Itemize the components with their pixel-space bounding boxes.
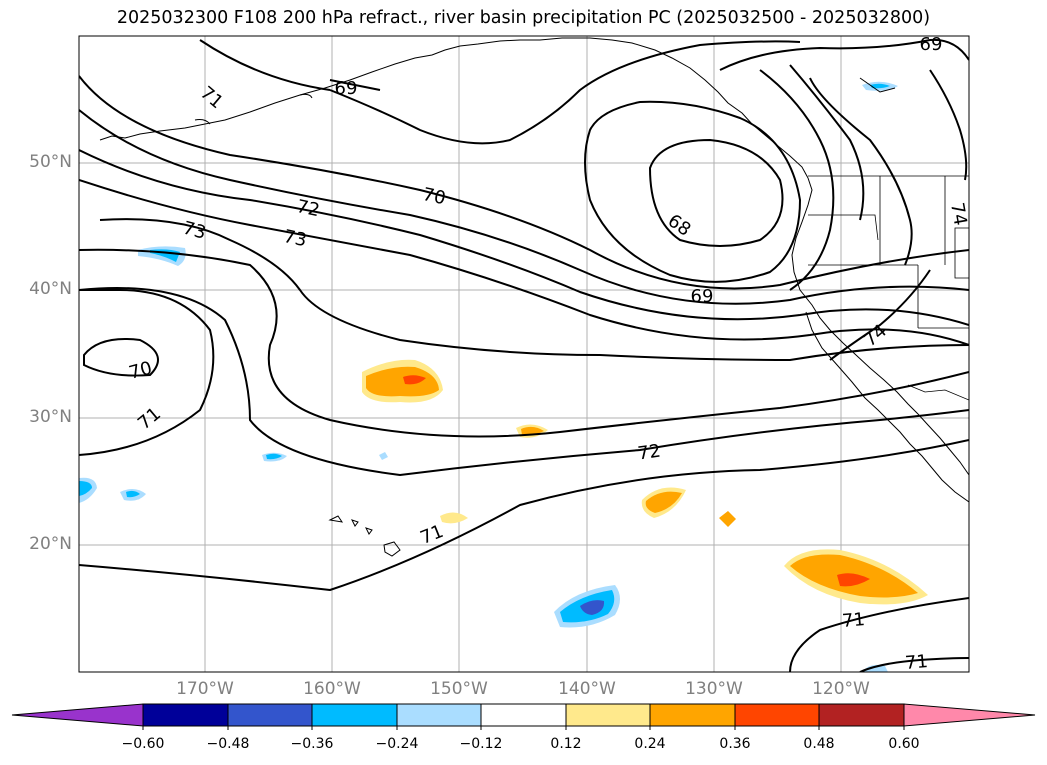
colorbar-swatch bbox=[565, 703, 651, 727]
lon-label: 150°W bbox=[430, 679, 488, 699]
gridlines bbox=[79, 36, 969, 672]
negative-area bbox=[79, 481, 92, 496]
contour-label: 74 bbox=[946, 201, 971, 227]
colorbar-tick-label: 0.24 bbox=[634, 736, 666, 752]
colorbar-extend-high bbox=[903, 703, 1036, 727]
lon-label: 170°W bbox=[176, 679, 234, 699]
colorbar-extend-low bbox=[11, 703, 144, 727]
colorbar-tick-label: −0.24 bbox=[375, 736, 419, 752]
colorbar-tick-label: 0.12 bbox=[550, 736, 582, 752]
colorbar-tick-label: −0.12 bbox=[459, 736, 503, 752]
colorbar-swatch bbox=[480, 703, 567, 727]
lon-label: 120°W bbox=[812, 679, 870, 699]
plot-border bbox=[78, 35, 970, 673]
positive-area bbox=[403, 375, 426, 385]
lon-label: 160°W bbox=[303, 679, 361, 699]
contour-label: 72 bbox=[295, 196, 322, 221]
precip-positive-areas bbox=[362, 359, 928, 605]
contour-label: 69 bbox=[691, 286, 714, 307]
positive-area bbox=[440, 512, 468, 524]
lat-label: 20°N bbox=[29, 534, 72, 554]
contour-label: 69 bbox=[920, 34, 943, 55]
colorbar-swatch bbox=[649, 703, 736, 727]
negative-area bbox=[870, 83, 890, 89]
map-title: 2025032300 F108 200 hPa refract., river … bbox=[116, 8, 931, 28]
colorbar-swatch bbox=[142, 703, 229, 727]
lon-label: 140°W bbox=[558, 679, 616, 699]
contour-label: 71 bbox=[841, 609, 866, 632]
positive-area bbox=[719, 511, 736, 527]
borders bbox=[808, 175, 969, 401]
colorbar-swatch bbox=[396, 703, 482, 727]
lat-label: 40°N bbox=[29, 279, 72, 299]
negative-area bbox=[862, 664, 888, 672]
positive-area bbox=[366, 366, 439, 397]
refractivity-contours bbox=[79, 38, 969, 672]
negative-area bbox=[379, 452, 388, 460]
colorbar-tick-label: 0.36 bbox=[719, 736, 751, 752]
colorbar-tick-label: −0.60 bbox=[121, 736, 165, 752]
lat-label: 30°N bbox=[29, 407, 72, 427]
colorbar-tick-label: 0.48 bbox=[803, 736, 835, 752]
contour-label: 73 bbox=[282, 226, 309, 251]
colorbar bbox=[11, 703, 1036, 730]
colorbar-swatch bbox=[818, 703, 905, 727]
negative-area bbox=[266, 453, 282, 460]
contour-label: 71 bbox=[904, 651, 929, 674]
colorbar-tick-label: −0.36 bbox=[290, 736, 334, 752]
colorbar-swatch bbox=[227, 703, 313, 727]
contour-label: 69 bbox=[335, 78, 358, 99]
contour-label: 72 bbox=[636, 441, 662, 465]
negative-area bbox=[126, 490, 140, 498]
colorbar-tick-label: 0.60 bbox=[888, 736, 920, 752]
lat-label: 50°N bbox=[29, 152, 72, 172]
positive-area bbox=[645, 491, 682, 513]
positive-area bbox=[837, 573, 870, 587]
colorbar-swatch bbox=[311, 703, 398, 727]
colorbar-tick-label: −0.48 bbox=[206, 736, 250, 752]
lon-label: 130°W bbox=[685, 679, 743, 699]
negative-area bbox=[580, 600, 605, 615]
contour-label: 70 bbox=[421, 184, 448, 209]
colorbar-swatch bbox=[734, 703, 820, 727]
